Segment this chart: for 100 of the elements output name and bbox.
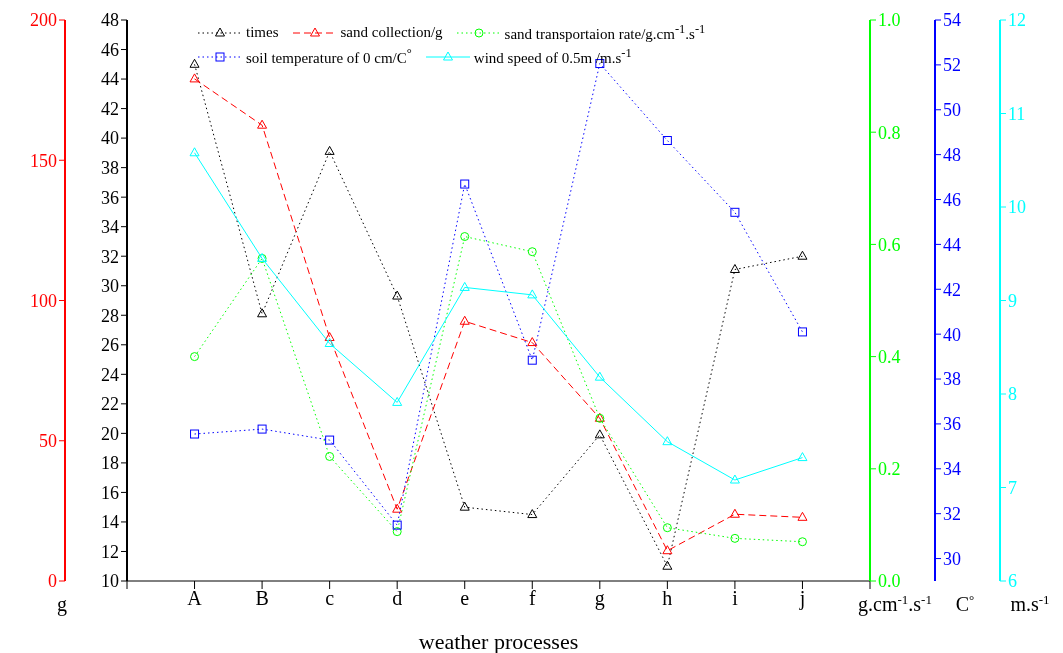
y3-tick-label: 0.0 <box>878 571 901 592</box>
x-tick-label: f <box>528 587 536 610</box>
point <box>324 145 335 155</box>
point <box>730 533 740 543</box>
point <box>189 147 200 157</box>
y-tick-label: 34 <box>943 459 961 480</box>
y-tick-label: 36 <box>101 187 119 208</box>
y-tick-label: 16 <box>101 482 119 503</box>
point <box>797 511 808 521</box>
x-tick-label: d <box>392 587 403 610</box>
point <box>527 247 537 257</box>
x-tick-label: g <box>594 587 605 611</box>
y-tick-label: 10 <box>101 571 119 592</box>
y-tick-label: 44 <box>101 69 119 90</box>
point <box>392 290 403 300</box>
y-tick-label: 10 <box>1008 197 1026 218</box>
legend-label: times <box>246 24 279 41</box>
point <box>459 315 470 325</box>
y-tick-label: 42 <box>943 279 961 300</box>
point <box>189 73 200 83</box>
y-tick-label: 14 <box>101 512 119 533</box>
y3-tick-label: 1.0 <box>878 10 901 31</box>
y-tick-label: 40 <box>943 324 961 345</box>
y-tick-label: 36 <box>943 414 961 435</box>
y-tick-label: 6 <box>1008 571 1017 592</box>
y2-tick-label: 200 <box>30 10 57 31</box>
point <box>324 332 335 342</box>
point <box>460 179 470 189</box>
point <box>662 545 673 555</box>
point <box>797 537 807 547</box>
y-tick-label: 52 <box>943 55 961 76</box>
y-axis-title: C$^{°}$ <box>955 591 975 615</box>
y-tick-label: 32 <box>943 504 961 525</box>
point <box>459 501 470 511</box>
point <box>797 452 808 462</box>
y2-tick-label: 0 <box>48 571 57 592</box>
point <box>257 424 267 434</box>
y-tick-label: 18 <box>101 453 119 474</box>
y-tick-label: 48 <box>943 145 961 166</box>
point <box>797 250 808 260</box>
point <box>527 337 538 347</box>
x-tick-label: j <box>798 587 806 611</box>
point <box>662 523 672 533</box>
point <box>392 396 403 406</box>
point <box>729 264 740 273</box>
point <box>325 435 335 445</box>
point <box>392 520 402 530</box>
x-tick-label: h <box>662 587 673 610</box>
y3-tick-label: 0.4 <box>878 346 901 367</box>
y-tick-label: 26 <box>101 335 119 356</box>
point <box>662 136 672 145</box>
y-tick-label: 22 <box>101 394 119 415</box>
point <box>257 119 268 129</box>
point <box>189 58 200 68</box>
y-tick-label: 42 <box>101 98 119 119</box>
y-tick-label: 12 <box>101 541 119 562</box>
y-tick-label: 46 <box>943 189 961 210</box>
y-tick-label: 54 <box>943 10 961 31</box>
point <box>190 352 200 362</box>
y2-tick-label: 100 <box>30 290 57 311</box>
x-tick-label: e <box>460 587 470 610</box>
point <box>729 508 740 518</box>
point <box>797 327 807 337</box>
legend-label: wind speed of 0.5m /m.s$^{-1}$ <box>473 46 632 67</box>
point <box>257 308 268 318</box>
y-tick-label: 28 <box>101 305 119 326</box>
y-tick-label: 30 <box>101 276 119 297</box>
y-tick-label: 9 <box>1008 290 1017 311</box>
point <box>527 289 538 299</box>
y-tick-label: 38 <box>943 369 961 390</box>
y-tick-label: 11 <box>1008 103 1026 124</box>
legend-label: soil temperature of 0 cm/C$^{°}$ <box>246 46 412 67</box>
point <box>392 503 403 513</box>
point <box>730 207 740 217</box>
point <box>460 232 470 242</box>
y-tick-label: 48 <box>101 10 119 31</box>
y-tick-label: 40 <box>101 128 119 149</box>
x-axis-title: weather processes <box>418 629 579 653</box>
point <box>594 429 605 439</box>
point <box>325 451 335 461</box>
y-tick-label: 12 <box>1008 10 1026 31</box>
point <box>527 355 537 365</box>
point <box>594 371 605 381</box>
x-tick-label: c <box>325 587 335 610</box>
y2-tick-label: 50 <box>39 431 57 452</box>
y-tick-label: 8 <box>1008 384 1017 405</box>
y-tick-label: 20 <box>101 423 119 444</box>
y3-tick-label: 0.8 <box>878 122 901 143</box>
y3-tick-label: 0.6 <box>878 234 901 255</box>
y3-tick-label: 0.2 <box>878 459 901 480</box>
y-tick-label: 7 <box>1008 477 1017 498</box>
point <box>459 281 470 291</box>
legend-label: sand collection/g <box>340 24 443 41</box>
point <box>729 474 740 484</box>
point <box>527 509 538 519</box>
x-tick-label: i <box>732 587 739 610</box>
y-tick-label: 24 <box>101 364 119 385</box>
y-tick-label: 34 <box>101 217 119 238</box>
y-tick-label: 44 <box>943 234 961 255</box>
point <box>324 338 335 348</box>
